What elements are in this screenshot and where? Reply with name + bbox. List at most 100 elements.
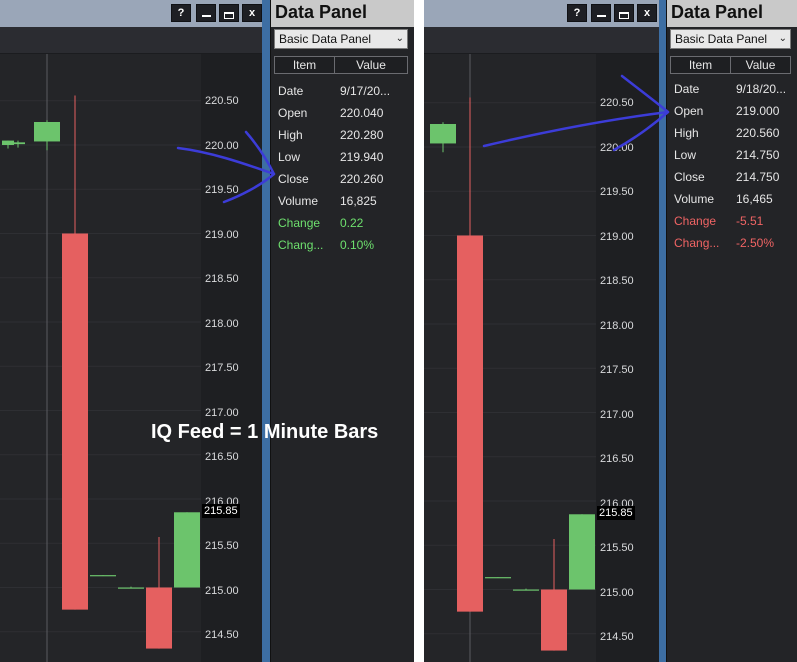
minimize-button[interactable] [196,4,216,22]
row-value: -2.50% [736,236,775,250]
close-button[interactable]: x [637,4,657,22]
maximize-button[interactable] [614,4,634,22]
table-row[interactable]: High 220.560 [670,122,791,144]
price-axis-tick: 219.50 [205,184,239,196]
row-item-label: Change [278,216,321,230]
row-value: 214.750 [736,170,780,184]
table-row[interactable]: Volume 16,825 [274,190,408,212]
chart-toolbar [424,27,659,54]
row-item-label: High [278,128,303,142]
price-axis-tick: 219.00 [600,230,634,243]
column-header-item[interactable]: Item [275,57,335,73]
candle [569,514,595,590]
panel-type-dropdown[interactable]: Basic Data Panel ⌄ [274,29,408,49]
help-button[interactable]: ? [567,4,587,22]
row-item-label: Close [278,172,309,186]
candle [485,577,511,579]
row-value: 9/18/20... [736,82,787,96]
chart-area-left[interactable]: ? x 220.50 220.00 219.50 219.00 218.50 218.00… [0,0,262,662]
close-button[interactable]: x [242,4,262,22]
candle-body [541,589,567,651]
column-header-value[interactable]: Value [745,58,776,72]
price-axis-tick: 214.50 [600,631,634,643]
row-value: 16,465 [736,192,773,206]
row-value: 220.280 [340,128,384,142]
maximize-button[interactable] [219,4,239,22]
chevron-down-icon: ⌄ [395,33,404,44]
row-item-label: Volume [674,192,715,206]
table-row[interactable]: Change 0.22 [274,212,408,234]
column-header-value[interactable]: Value [356,58,386,72]
row-value: 0.22 [340,216,364,230]
help-icon: ? [177,7,185,19]
table-row[interactable]: Close 214.750 [670,166,791,188]
table-row[interactable]: Date 9/17/20... [274,80,408,102]
candle-body [11,142,25,145]
candle-body [174,512,200,588]
table-row[interactable]: Chang... 0.10% [274,234,408,256]
candle [541,539,567,651]
close-icon: x [643,7,651,19]
candle-body [34,121,60,142]
row-value: 220.260 [340,172,384,186]
panel-splitter[interactable] [659,0,666,662]
table-row[interactable]: Open 220.040 [274,102,408,124]
table-row[interactable]: Change -5.51 [670,210,791,232]
row-value: 0.10% [340,238,375,252]
table-row[interactable]: Low 219.940 [274,146,408,168]
row-value: 220.040 [340,106,384,120]
help-button[interactable]: ? [171,4,191,22]
price-axis-tick: 217.00 [205,406,239,419]
price-axis-tick: 217.50 [205,362,239,374]
panel-splitter[interactable] [262,0,270,662]
table-row[interactable]: High 220.280 [274,124,408,146]
candle-body [485,577,511,579]
row-value: 16,825 [340,194,377,208]
panel-header: Data Panel [667,0,797,27]
column-header-item[interactable]: Item [671,57,731,73]
candlestick-chart[interactable] [424,54,659,662]
row-value: 220.560 [736,126,780,140]
row-item-label: Chang... [674,236,720,250]
row-item-label: Date [674,82,700,96]
grid-header: Item Value [274,56,408,74]
price-axis-tick: 218.00 [600,319,634,332]
table-row[interactable]: Chang... -2.50% [670,232,791,254]
row-item-label: Open [278,106,308,120]
price-axis-tick: 217.00 [600,408,634,421]
price-axis-tick: 215.50 [600,542,634,554]
minimize-icon [596,15,606,18]
price-axis-tick: 220.00 [600,141,634,154]
price-axis-tick: 219.50 [600,186,634,198]
row-value: 219.000 [736,104,780,118]
panel-type-dropdown[interactable]: Basic Data Panel ⌄ [670,29,791,49]
candle [513,588,539,591]
panel-title: Data Panel [275,2,368,22]
table-row[interactable]: Low 214.750 [670,144,791,166]
candle [62,95,88,610]
price-axis-tick: 220.50 [205,95,239,107]
close-icon: x [248,7,256,19]
maximize-icon [224,11,234,19]
price-axis-tick: 218.00 [205,317,239,330]
candle-body [118,587,144,589]
chart-area-right[interactable]: ? x 220.50 220.00 219.50 219.00 218.50 218.00… [424,0,659,662]
table-row[interactable]: Date 9/18/20... [670,78,791,100]
candle-body [146,587,172,649]
candle [430,122,456,153]
last-price-tag: 215.85 [597,506,635,521]
maximize-icon [619,11,629,19]
table-row[interactable]: Volume 16,465 [670,188,791,210]
table-row[interactable]: Close 220.260 [274,168,408,190]
minimize-icon [201,15,211,18]
minimize-button[interactable] [591,4,611,22]
candle [146,537,172,649]
candle [90,575,116,577]
candle [118,586,144,589]
candle-body [457,235,483,612]
price-axis-tick: 220.00 [205,139,239,152]
table-row[interactable]: Open 219.000 [670,100,791,122]
price-axis-tick: 216.50 [205,451,239,463]
price-axis-background [596,54,659,662]
panel-header: Data Panel [271,0,414,27]
